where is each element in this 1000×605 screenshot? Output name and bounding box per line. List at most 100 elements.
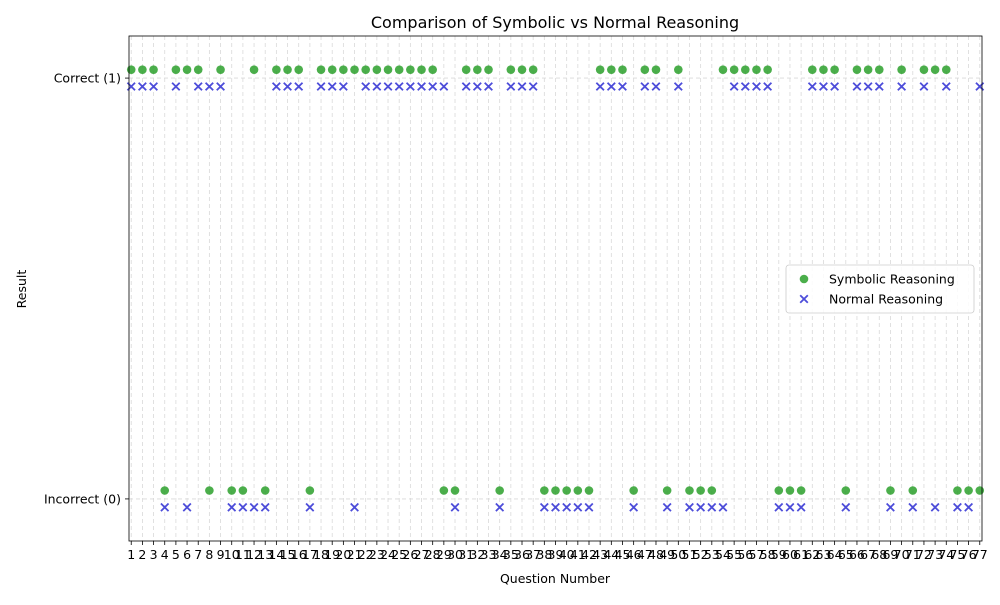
x-tick-label: 20 <box>335 547 351 562</box>
x-tick-label: 28 <box>425 547 441 562</box>
symbolic-point <box>517 65 527 74</box>
x-tick-label: 16 <box>291 547 307 562</box>
normal-point <box>763 82 773 91</box>
x-tick-label: 30 <box>447 547 463 562</box>
symbolic-point <box>327 65 337 74</box>
symbolic-point <box>138 65 147 74</box>
x-tick-label: 34 <box>492 547 508 562</box>
symbolic-point <box>450 486 460 495</box>
symbolic-point <box>238 486 248 495</box>
symbolic-point <box>796 486 806 495</box>
legend-label: Symbolic Reasoning <box>829 272 955 287</box>
symbolic-point <box>260 486 270 495</box>
symbolic-point <box>718 65 728 74</box>
x-tick-label: 3 <box>150 547 158 562</box>
normal-point <box>216 82 225 91</box>
x-tick-label: 7 <box>194 547 202 562</box>
x-tick-label: 24 <box>380 547 396 562</box>
symbolic-point <box>350 65 359 74</box>
x-tick-label: 19 <box>324 547 340 562</box>
symbolic-point <box>897 65 906 74</box>
symbolic-point <box>372 65 382 74</box>
x-tick-label: 46 <box>626 547 642 562</box>
x-tick-label: 54 <box>715 547 731 562</box>
x-tick-label: 48 <box>648 547 664 562</box>
x-tick-label: 9 <box>217 547 225 562</box>
symbolic-point <box>383 65 393 74</box>
symbolic-point <box>685 486 694 495</box>
symbolic-point <box>874 65 884 74</box>
x-tick-label: 38 <box>536 547 552 562</box>
normal-point <box>841 502 851 512</box>
y-tick-label: Incorrect (0) <box>44 491 121 506</box>
symbolic-point <box>562 486 571 495</box>
x-tick-label: 49 <box>659 547 675 562</box>
x-tick-label: 22 <box>358 547 374 562</box>
symbolic-point <box>584 486 594 495</box>
normal-point <box>852 82 862 91</box>
symbolic-point <box>506 65 516 74</box>
chart-title: Comparison of Symbolic vs Normal Reasoni… <box>371 13 739 32</box>
x-tick-label: 41 <box>570 547 586 562</box>
normal-point <box>685 502 694 512</box>
x-tick-label: 2 <box>138 547 146 562</box>
normal-point <box>394 82 404 91</box>
normal-point <box>651 82 661 91</box>
normal-point <box>886 502 895 512</box>
normal-point <box>149 82 158 91</box>
symbolic-point <box>193 65 203 74</box>
normal-point <box>718 502 728 512</box>
symbolic-point <box>953 486 962 495</box>
symbolic-point <box>406 65 415 74</box>
x-tick-label: 26 <box>402 547 418 562</box>
normal-point <box>238 502 248 512</box>
x-tick-label: 77 <box>972 547 988 562</box>
x-tick-label: 13 <box>257 547 273 562</box>
x-tick-label: 5 <box>172 547 180 562</box>
normal-point <box>953 502 962 512</box>
axis-ticks: 1 2 3 4 5 6 7 8 9 1011121314151617181920212223242… <box>44 71 988 562</box>
normal-point <box>327 82 337 91</box>
normal-point <box>450 502 460 512</box>
y-axis-label: Result <box>14 270 29 309</box>
symbolic-point <box>752 65 761 74</box>
x-tick-label: 23 <box>369 547 385 562</box>
x-tick-label: 32 <box>469 547 485 562</box>
symbolic-point <box>674 65 683 74</box>
normal-point <box>941 82 951 91</box>
normal-point <box>439 82 449 91</box>
x-tick-label: 27 <box>414 547 430 562</box>
normal-point <box>160 502 170 512</box>
x-tick-label: 64 <box>827 547 843 562</box>
normal-point <box>193 82 203 91</box>
x-tick-label: 65 <box>838 547 854 562</box>
legend: Symbolic Reasoning Normal Reasoning <box>785 264 975 314</box>
normal-point <box>539 502 549 512</box>
x-tick-label: 53 <box>704 547 720 562</box>
normal-point <box>595 82 605 91</box>
x-tick-label: 50 <box>670 547 686 562</box>
symbolic-point <box>662 486 672 495</box>
x-tick-label: 4 <box>161 547 169 562</box>
x-tick-label: 70 <box>894 547 910 562</box>
x-tick-label: 69 <box>882 547 898 562</box>
normal-point <box>807 82 817 91</box>
normal-point <box>372 82 382 91</box>
symbolic-point <box>618 65 627 74</box>
normal-point <box>964 502 974 512</box>
symbolic-point <box>216 65 225 74</box>
normal-point <box>696 502 706 512</box>
symbolic-point <box>205 486 214 495</box>
x-tick-label: 36 <box>514 547 530 562</box>
x-tick-label: 15 <box>280 547 296 562</box>
x-tick-label: 37 <box>525 547 541 562</box>
x-tick-label: 12 <box>246 547 262 562</box>
symbolic-point <box>830 65 839 74</box>
symbolic-point <box>227 486 237 495</box>
x-tick-label: 35 <box>503 547 519 562</box>
x-tick-label: 68 <box>871 547 887 562</box>
x-tick-label: 17 <box>302 547 318 562</box>
data-marks <box>126 65 985 512</box>
legend-box <box>785 264 975 314</box>
